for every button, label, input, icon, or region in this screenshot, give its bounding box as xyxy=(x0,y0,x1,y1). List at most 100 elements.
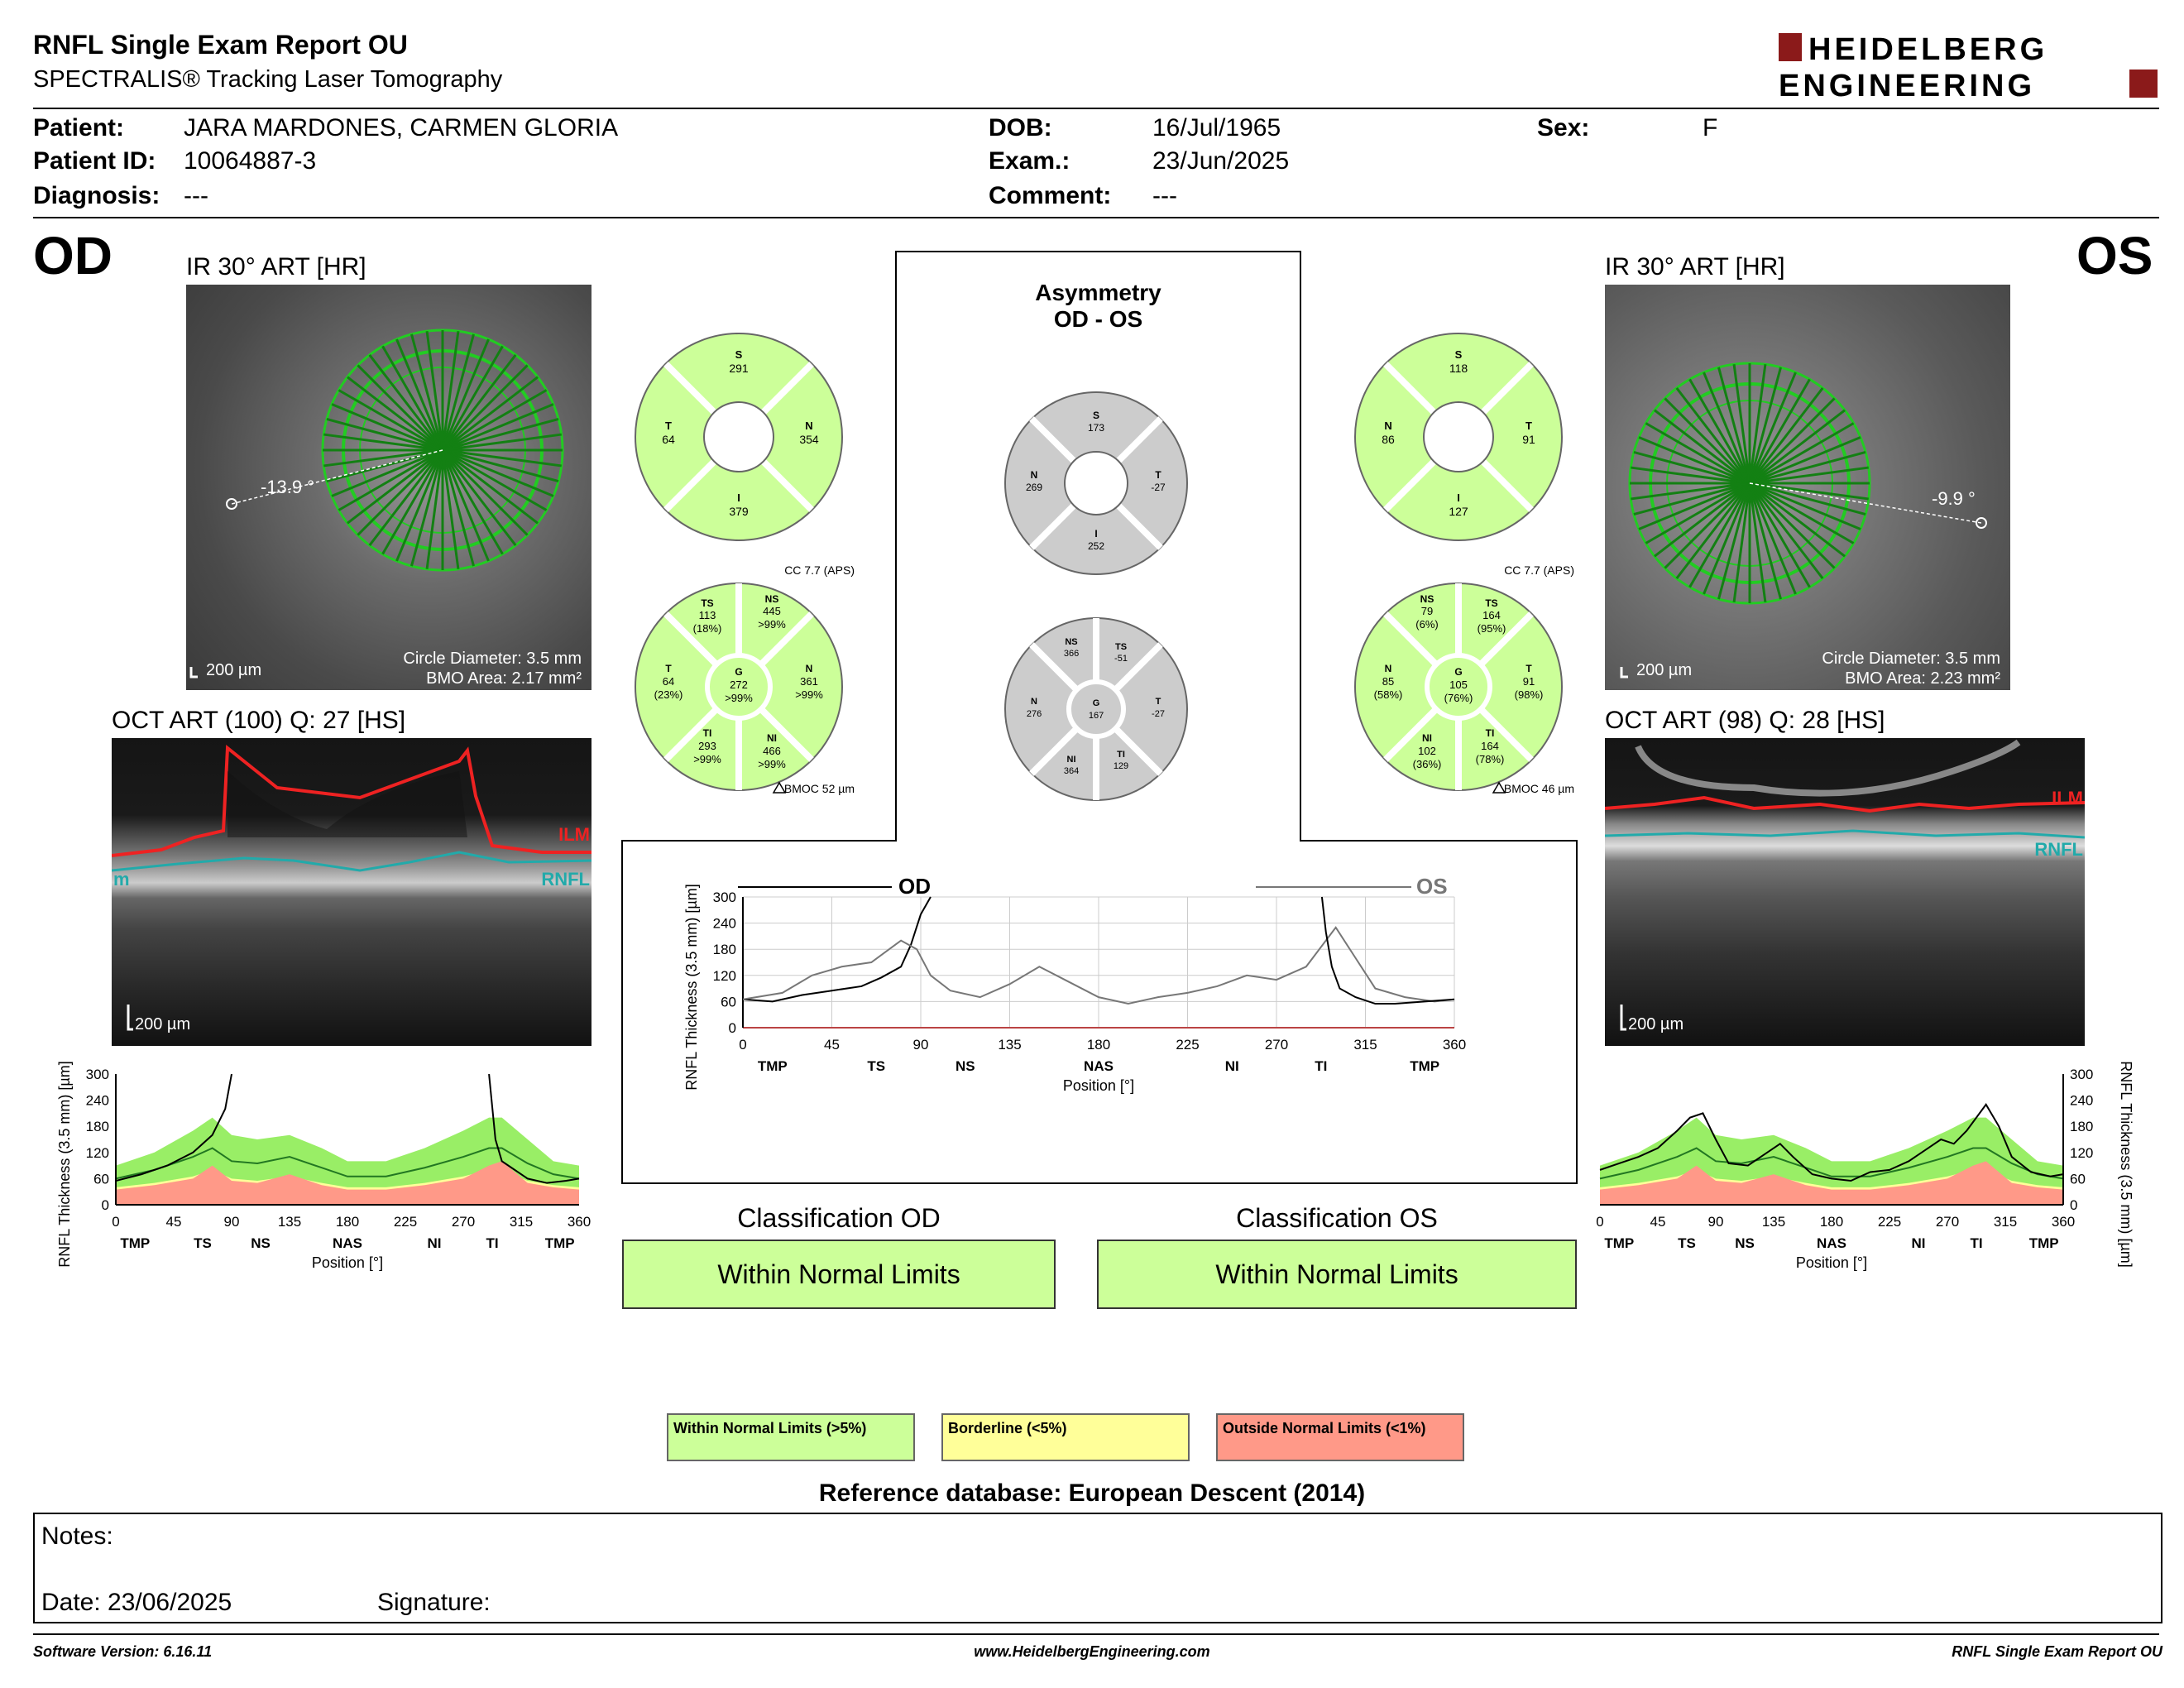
sector-label: NI xyxy=(1225,1058,1239,1074)
scan-spoke xyxy=(1748,482,1767,602)
svg-text:TS: TS xyxy=(1485,597,1497,609)
scan-spoke xyxy=(1748,387,1824,484)
od-quad-s: 291 xyxy=(729,362,749,375)
scan-spoke xyxy=(326,418,443,452)
scan-spoke xyxy=(1654,482,1751,558)
sector-label: NS xyxy=(1735,1235,1755,1251)
svg-text:NI: NI xyxy=(767,732,777,744)
classification-od-result: Within Normal Limits xyxy=(622,1240,1056,1309)
sector-label: TMP xyxy=(1410,1058,1439,1074)
x-tick-label: 225 xyxy=(394,1214,417,1230)
x-tick-label: 315 xyxy=(1353,1037,1377,1053)
scan-spoke xyxy=(323,433,443,452)
svg-text:S: S xyxy=(735,348,743,361)
os-ilm-label: ILM xyxy=(2052,788,2083,808)
x-tick-label: 180 xyxy=(336,1214,359,1230)
sector-label: NS xyxy=(956,1058,975,1074)
x-tick-label: 135 xyxy=(998,1037,1021,1053)
od-bmoc-label: BMOC 52 µm xyxy=(784,782,855,795)
os-bmoc-label: BMOC 46 µm xyxy=(1504,782,1574,795)
svg-text:N: N xyxy=(1031,469,1038,481)
os-sector-ni-pct: (36%) xyxy=(1413,758,1442,770)
exam-label: Exam.: xyxy=(989,147,1070,175)
scan-spoke xyxy=(1688,378,1751,484)
scan-spoke xyxy=(1703,372,1751,484)
scan-spoke xyxy=(1748,367,1782,484)
scan-spoke xyxy=(441,364,529,452)
os-rnfl-label: RNFL xyxy=(2034,839,2083,860)
series-line-os xyxy=(1599,1103,2064,1182)
classification-od-title: Classification OD xyxy=(737,1203,941,1233)
x-tick-label: 225 xyxy=(1176,1037,1199,1053)
svg-text:S: S xyxy=(1093,410,1099,421)
os-quad-n: 86 xyxy=(1382,433,1395,446)
asym-sector-ti: 129 xyxy=(1114,761,1128,771)
os-eye-label: OS xyxy=(2076,226,2153,285)
scan-spoke xyxy=(441,448,529,536)
sector-label: NAS xyxy=(333,1235,362,1251)
x-tick-label: 90 xyxy=(1708,1214,1724,1230)
scan-spoke xyxy=(441,449,460,569)
scan-spoke xyxy=(441,449,475,567)
scan-spoke xyxy=(441,338,490,451)
sex-value: F xyxy=(1703,114,1718,141)
scan-spoke xyxy=(1749,482,1846,558)
os-sector-g: 105 xyxy=(1449,679,1468,691)
scan-spoke xyxy=(410,333,444,451)
os-sector-ts-pct: (95%) xyxy=(1478,622,1506,635)
asym-sector-ns: 366 xyxy=(1064,649,1079,659)
scan-spoke xyxy=(357,448,444,536)
od-scale-label: 200 µm xyxy=(206,661,261,679)
legend-within-normal: Within Normal Limits (>5%) xyxy=(667,1413,915,1461)
scan-spoke xyxy=(357,364,444,452)
od-sector-n-pct: >99% xyxy=(795,688,823,701)
notes-box[interactable]: Notes: Date: 23/06/2025 Signature: xyxy=(33,1513,2162,1623)
od-rnfl-left-frag: m xyxy=(113,869,130,890)
scan-spoke xyxy=(442,448,559,482)
od-rnfl-label: RNFL xyxy=(541,869,590,890)
od-sector-ts-pct: (18%) xyxy=(693,622,722,635)
comment-value: --- xyxy=(1152,182,1177,209)
scan-spoke xyxy=(1749,451,1866,485)
normal-mean-line xyxy=(1599,1147,2064,1180)
svg-text:G: G xyxy=(1454,666,1462,678)
x-axis-title: Position [°] xyxy=(1796,1254,1867,1271)
svg-text:T: T xyxy=(1155,469,1161,481)
os-scale-label: 200 µm xyxy=(1636,661,1692,679)
od-sector-ns-pct: >99% xyxy=(758,618,786,631)
os-thickness-chart: 0 45 90 135 180 225 270 315 360060120180240300TM… xyxy=(1596,1061,2134,1271)
scan-spoke xyxy=(410,449,444,567)
os-quad-s: 118 xyxy=(1449,362,1468,375)
os-oct-scale: 200 µm xyxy=(1628,1015,1684,1033)
scan-spoke xyxy=(425,331,444,451)
scan-spoke xyxy=(1631,482,1751,501)
scan-spoke xyxy=(1654,409,1751,485)
report-title: RNFL Single Exam Report OU xyxy=(33,30,408,60)
scan-spoke xyxy=(1631,466,1751,485)
series-line-od xyxy=(115,1073,232,1182)
scan-spoke xyxy=(331,403,443,452)
y-tick-label: 120 xyxy=(86,1145,109,1161)
od-quad-n: 354 xyxy=(799,433,819,446)
outside-normal-band xyxy=(116,1161,579,1205)
scan-spoke xyxy=(1638,436,1751,485)
asym-sector-t: -27 xyxy=(1152,709,1165,719)
patient-name: JARA MARDONES, CARMEN GLORIA xyxy=(184,114,619,141)
scan-spoke xyxy=(442,448,554,497)
scan-spoke xyxy=(1749,409,1846,485)
y-tick-label: 0 xyxy=(102,1197,109,1213)
sector-label: NI xyxy=(428,1235,442,1251)
patient-id-label: Patient ID: xyxy=(33,147,156,175)
od-bmo-area: BMO Area: 2.17 mm² xyxy=(426,669,582,688)
od-sector-g: 272 xyxy=(730,679,748,691)
os-oct-caption: OCT ART (98) Q: 28 [HS] xyxy=(1605,707,1885,734)
svg-text:I: I xyxy=(1457,492,1460,504)
footer-website[interactable]: www.HeidelbergEngineering.com xyxy=(974,1643,1210,1660)
od-eye-label: OD xyxy=(33,226,113,285)
svg-text:G: G xyxy=(735,666,742,678)
classification-os-title: Classification OS xyxy=(1236,1203,1438,1233)
scan-spoke xyxy=(1732,482,1751,602)
scan-spoke xyxy=(368,354,444,451)
